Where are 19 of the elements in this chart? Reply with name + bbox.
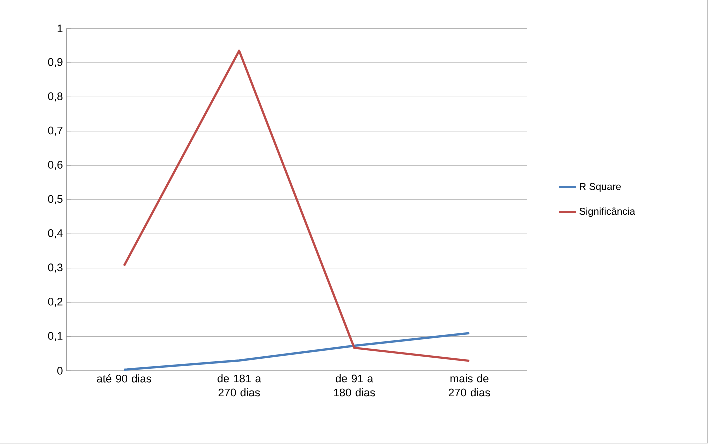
legend-label: R Square bbox=[580, 183, 622, 192]
y-tick-label: 0,6 bbox=[48, 161, 63, 170]
x-tick-label: mais de 270 dias bbox=[449, 374, 490, 397]
y-tick-label: 0 bbox=[58, 367, 63, 376]
y-tick-label: 0,9 bbox=[48, 58, 63, 68]
y-tick-label: 0,7 bbox=[48, 126, 63, 136]
y-tick-label: 1 bbox=[58, 25, 63, 33]
x-tick-label: de 91 a 180 dias bbox=[334, 374, 376, 397]
x-tick-label: de 181 a 270 dias bbox=[218, 374, 262, 397]
y-tick-label: 0,3 bbox=[48, 264, 63, 273]
y-tick-label: 0,4 bbox=[48, 230, 63, 239]
line-series bbox=[123, 332, 471, 372]
y-tick-label: 0,1 bbox=[48, 332, 63, 342]
y-tick-label: 0,8 bbox=[48, 92, 63, 102]
y-tick-label: 0,5 bbox=[48, 195, 63, 205]
x-tick-label: até 90 dias bbox=[97, 374, 152, 383]
y-tick-label: 0,2 bbox=[48, 298, 63, 308]
line-series bbox=[123, 50, 471, 362]
legend-label: Significância bbox=[580, 208, 636, 218]
